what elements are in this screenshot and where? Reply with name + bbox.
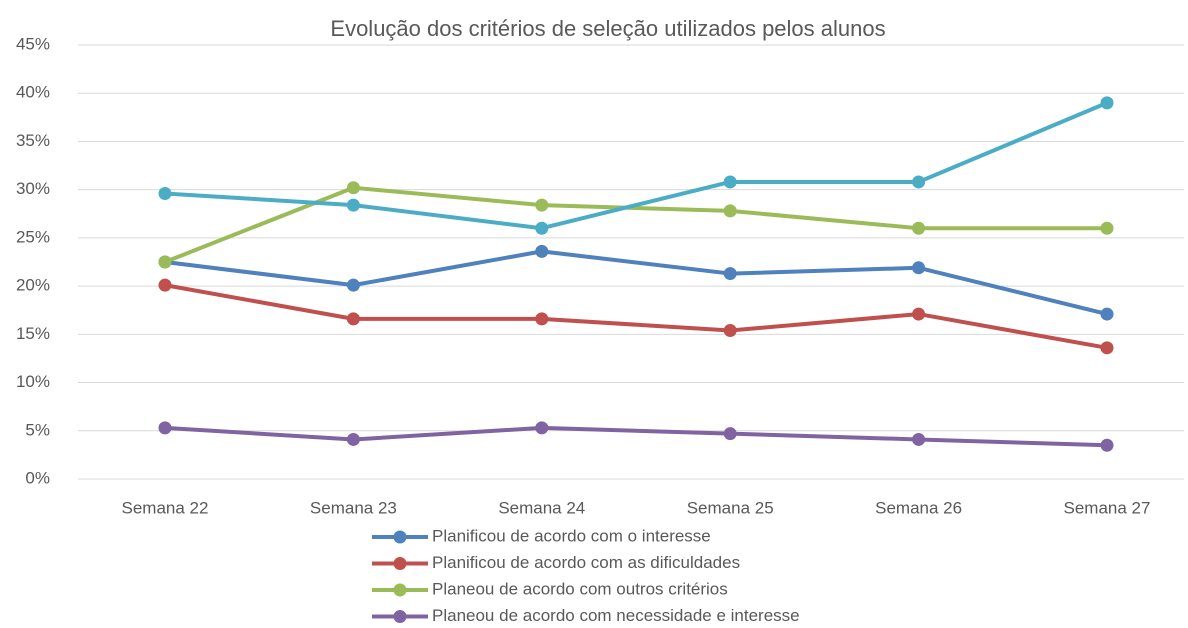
data-point: [1100, 307, 1114, 321]
legend-marker: [393, 557, 407, 570]
data-point: [723, 427, 737, 441]
x-tick-label: Semana 23: [310, 498, 397, 517]
data-point: [346, 432, 360, 446]
chart-title: Evolução dos critérios de seleção utiliz…: [330, 16, 885, 41]
legend-marker: [393, 610, 407, 623]
series-line: [164, 185, 1107, 264]
data-point: [535, 312, 549, 326]
series-line: [164, 249, 1108, 317]
data-point: [346, 181, 360, 195]
legend-marker: [393, 530, 407, 544]
y-tick-label: 10%: [16, 372, 50, 391]
data-point: [346, 312, 360, 326]
data-point: [723, 267, 737, 281]
x-tick-label: Semana 27: [1064, 498, 1151, 517]
data-point: [535, 198, 549, 212]
data-point: [723, 204, 737, 218]
data-point: [535, 244, 549, 258]
y-tick-label: 20%: [16, 276, 50, 295]
y-tick-label: 0%: [25, 468, 50, 487]
x-tick-label: Semana 22: [122, 498, 209, 517]
data-point: [346, 278, 360, 292]
y-tick-label: 30%: [16, 179, 50, 198]
y-tick-label: 5%: [25, 420, 50, 439]
data-point: [535, 221, 549, 235]
data-point: [1100, 341, 1114, 355]
data-point: [723, 323, 737, 337]
data-point: [912, 175, 926, 189]
data-point: [912, 307, 926, 321]
y-tick-label: 45%: [16, 34, 50, 53]
x-tick-label: Semana 26: [875, 498, 962, 517]
x-tick-label: Semana 25: [687, 498, 774, 517]
data-point: [723, 175, 737, 189]
data-point: [158, 421, 172, 435]
data-point: [158, 278, 172, 292]
data-point: [158, 255, 172, 269]
y-tick-label: 35%: [16, 131, 50, 150]
series-line: [164, 101, 1108, 231]
x-tick-label: Semana 24: [498, 498, 585, 517]
series-line: [164, 283, 1108, 350]
legend-label: Planificou de acordo com as dificuldades: [432, 553, 740, 572]
series-line: [164, 425, 1108, 448]
data-point: [912, 221, 926, 235]
data-point: [912, 261, 926, 275]
data-point: [346, 198, 360, 212]
legend-label: Planeou de acordo com necessidade e inte…: [432, 606, 800, 625]
data-point: [1100, 438, 1114, 452]
data-point: [1100, 221, 1114, 235]
data-point: [912, 432, 926, 446]
data-point: [535, 421, 549, 435]
y-tick-label: 25%: [16, 227, 50, 246]
data-point: [158, 187, 172, 201]
y-tick-label: 40%: [16, 83, 50, 102]
y-tick-label: 15%: [16, 324, 50, 343]
data-point: [1100, 96, 1114, 110]
legend-label: Planificou de acordo com o interesse: [432, 526, 711, 545]
legend-label: Planeou de acordo com outros critérios: [432, 579, 728, 598]
legend-marker: [393, 583, 407, 597]
